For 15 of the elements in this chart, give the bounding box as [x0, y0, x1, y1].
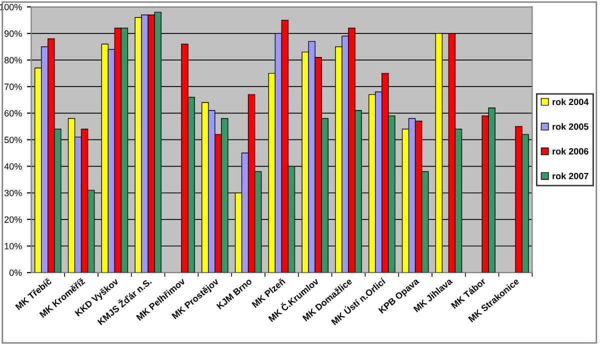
y-tick-label: 30% [4, 190, 22, 196]
y-tick-label: 40% [4, 163, 22, 170]
y-tick-label: 0% [9, 270, 22, 276]
legend-label: rok 2005 [552, 123, 588, 130]
y-tick-label: 60% [4, 110, 22, 117]
y-tick-label: 70% [4, 84, 22, 90]
legend-label: rok 2007 [552, 172, 588, 180]
legend-label: rok 2006 [552, 148, 588, 155]
y-tick-label: 50% [4, 136, 22, 144]
y-tick-label: 80% [4, 56, 22, 64]
y-tick-label: 100% [0, 4, 22, 10]
legend-label: rok 2004 [552, 98, 589, 106]
y-tick-label: 10% [4, 242, 22, 250]
y-tick-label: 20% [4, 216, 22, 223]
y-tick-label: 90% [4, 30, 22, 37]
